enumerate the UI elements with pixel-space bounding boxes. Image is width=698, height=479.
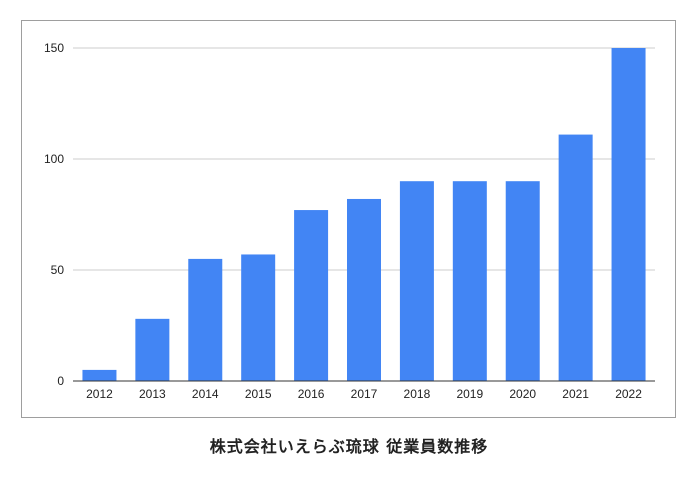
- x-tick-label-2020: 2020: [509, 387, 536, 401]
- bar-chart: 0 50 100 150 2012 2013 2014 2015 2016 2017 2018 201…: [44, 41, 655, 401]
- bar-2021: [558, 134, 593, 381]
- y-tick-label-0: 0: [57, 374, 64, 388]
- bar-2016: [294, 210, 329, 381]
- chart-frame: 0 50 100 150 2012 2013 2014 2015 2016 2017 2018 201…: [21, 20, 676, 418]
- x-tick-label-2016: 2016: [298, 387, 325, 401]
- bar-2020: [505, 181, 540, 381]
- x-tick-label-2014: 2014: [192, 387, 219, 401]
- x-tick-label-2019: 2019: [456, 387, 483, 401]
- bar-2013: [135, 318, 170, 381]
- bar-2018: [399, 181, 434, 381]
- bar-2017: [347, 198, 381, 381]
- bar-2015: [241, 254, 276, 381]
- y-tick-label-150: 150: [44, 41, 64, 55]
- y-tick-label-100: 100: [44, 152, 64, 166]
- x-tick-label-2012: 2012: [86, 387, 113, 401]
- bar-2014: [188, 258, 223, 381]
- bar-2022: [611, 48, 646, 381]
- y-tick-label-50: 50: [51, 263, 65, 277]
- x-tick-label-2018: 2018: [404, 387, 431, 401]
- x-tick-label-2015: 2015: [245, 387, 272, 401]
- bar-2012: [82, 369, 117, 381]
- x-tick-label-2022: 2022: [615, 387, 642, 401]
- x-tick-label-2021: 2021: [562, 387, 589, 401]
- x-tick-label-2013: 2013: [139, 387, 166, 401]
- x-tick-label-2017: 2017: [351, 387, 378, 401]
- bar-2019: [452, 181, 487, 381]
- chart-caption: 株式会社いえらぶ琉球 従業員数推移: [209, 437, 489, 456]
